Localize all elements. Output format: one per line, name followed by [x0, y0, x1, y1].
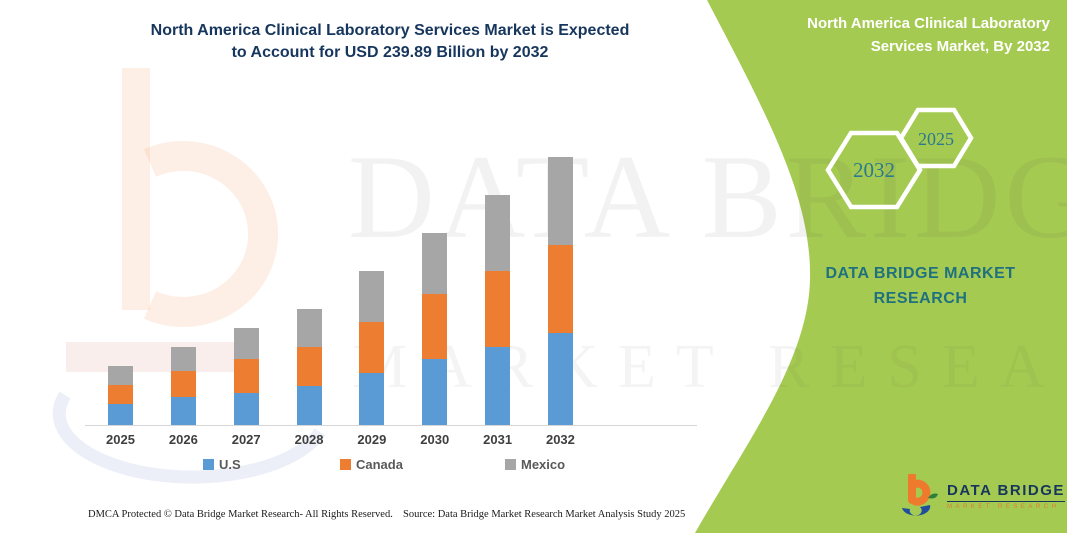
dbmr-logo-name: DATA BRIDGE [947, 482, 1065, 502]
brand-text-line2: RESEARCH [873, 290, 968, 307]
hexagon-2032 [825, 130, 923, 210]
brand-text-line1: DATA BRIDGE MARKET [825, 265, 1016, 282]
brand-text: DATA BRIDGE MARKET RESEARCH [808, 261, 1033, 311]
dbmr-logo-icon [902, 474, 938, 516]
hexagon-2025-label: 2025 [918, 129, 954, 149]
green-panel [695, 0, 1067, 533]
dbmr-logo: DATA BRIDGE MARKET RESEARCH [898, 474, 1065, 518]
hexagon-badges: 2032 2025 [825, 107, 974, 210]
footer-dmca: DMCA Protected © Data Bridge Market Rese… [88, 509, 393, 520]
panel-title-line1: North America Clinical Laboratory [807, 15, 1050, 32]
chart-title-line2: to Account for USD 239.89 Billion by 203… [231, 44, 549, 61]
panel-title: North America Clinical Laboratory Servic… [750, 12, 1050, 58]
dbmr-logo-subtext: MARKET RESEARCH [947, 504, 1060, 510]
chart-title: North America Clinical Laboratory Servic… [90, 20, 690, 64]
panel-title-line2: Services Market, By 2032 [870, 38, 1050, 55]
hexagon-2032-label: 2032 [853, 158, 895, 182]
watermark-databridge: DATA BRIDGE [348, 130, 1067, 263]
x-axis-line [85, 425, 697, 426]
chart-title-line1: North America Clinical Laboratory Servic… [150, 22, 630, 39]
logo-watermark-b [52, 68, 326, 484]
footer-source: Source: Data Bridge Market Research Mark… [403, 509, 686, 520]
watermark-marketresearch: MARKET RESEARCH [352, 333, 1067, 401]
dbmr-logo-wordmark: DATA BRIDGE MARKET RESEARCH [947, 474, 1065, 510]
